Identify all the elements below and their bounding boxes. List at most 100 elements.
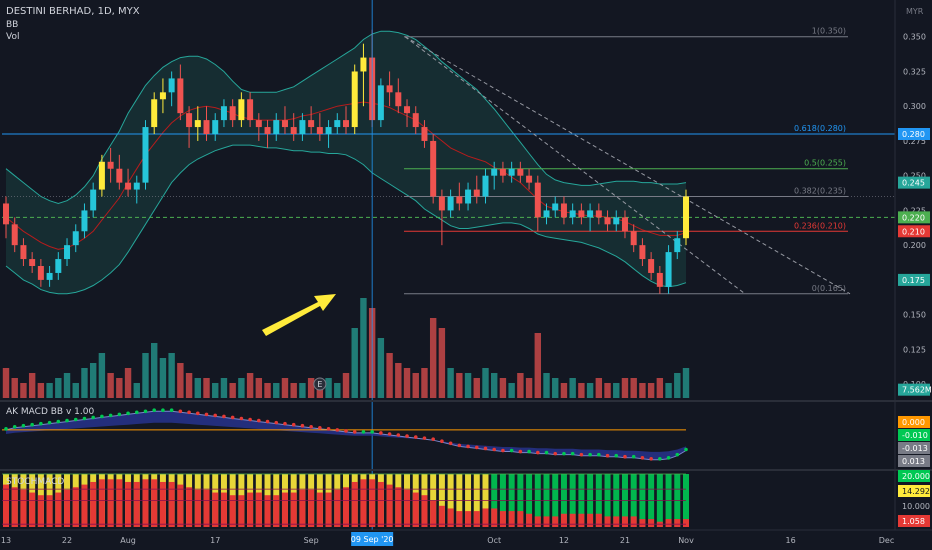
candle-body[interactable] — [98, 161, 105, 190]
candle-body[interactable] — [273, 120, 280, 134]
candle-body[interactable] — [220, 106, 227, 121]
price-pane[interactable]: 1(0.350) 0.618(0.280) 0.5(0.255) 0.382(0.23… — [2, 0, 895, 530]
candle-body[interactable] — [229, 106, 236, 121]
candle-body[interactable] — [194, 120, 201, 128]
candle-body[interactable] — [683, 196, 689, 239]
candle-body[interactable] — [203, 120, 210, 134]
volume-bar — [447, 368, 454, 398]
macd-dot — [431, 437, 435, 441]
candle-body[interactable] — [517, 168, 524, 176]
candle-body[interactable] — [151, 99, 158, 128]
annotation-arrow[interactable] — [262, 294, 336, 336]
candle-body[interactable] — [316, 127, 323, 134]
candle-body[interactable] — [116, 168, 123, 183]
macd-dot — [501, 448, 505, 453]
candle-body[interactable] — [290, 127, 297, 134]
candle-body[interactable] — [395, 92, 402, 107]
candle-body[interactable] — [465, 189, 472, 204]
candle-body[interactable] — [639, 245, 646, 260]
candle-body[interactable] — [334, 120, 341, 128]
candle-body[interactable] — [299, 120, 306, 134]
candle-body[interactable] — [665, 252, 672, 287]
stoch-bar — [168, 481, 175, 527]
candle-body[interactable] — [560, 203, 567, 218]
stoch-badge-label: 14.292 — [902, 487, 930, 496]
candle-body[interactable] — [482, 175, 489, 197]
candle-body[interactable] — [90, 189, 97, 211]
candle-body[interactable] — [543, 210, 550, 218]
candle-body[interactable] — [360, 57, 367, 72]
macd-pane[interactable] — [2, 408, 688, 461]
candle-body[interactable] — [656, 272, 663, 287]
candle-body[interactable] — [604, 217, 611, 225]
earnings-event-marker[interactable] — [313, 377, 327, 391]
candle-body[interactable] — [325, 127, 332, 134]
candle-body[interactable] — [569, 210, 576, 218]
candle-body[interactable] — [613, 217, 620, 225]
candle-body[interactable] — [438, 196, 445, 211]
trend-line-dashed[interactable] — [404, 36, 746, 295]
candle-body[interactable] — [534, 182, 541, 218]
candle-body[interactable] — [247, 99, 254, 121]
candle-body[interactable] — [343, 120, 349, 128]
candle-body[interactable] — [212, 120, 219, 134]
candle-body[interactable] — [386, 85, 393, 93]
candle-body[interactable] — [255, 120, 262, 128]
candle-body[interactable] — [595, 210, 602, 218]
candle-body[interactable] — [177, 78, 184, 114]
candle-body[interactable] — [587, 210, 594, 218]
macd-dot — [283, 421, 287, 426]
candle-body[interactable] — [499, 168, 506, 176]
candle-body[interactable] — [3, 203, 9, 225]
candle-body[interactable] — [508, 168, 515, 176]
candle-body[interactable] — [377, 85, 384, 121]
candle-body[interactable] — [46, 272, 53, 280]
candle-body[interactable] — [159, 92, 166, 100]
price-tick-label: 0.225 — [903, 206, 926, 215]
candle-body[interactable] — [447, 196, 454, 211]
candle-body[interactable] — [186, 113, 193, 128]
candle-body[interactable] — [648, 259, 655, 273]
stoch-pane[interactable] — [2, 473, 689, 527]
candle-body[interactable] — [552, 203, 559, 211]
candle-body[interactable] — [37, 266, 44, 280]
volume-bar — [674, 373, 681, 398]
candle-body[interactable] — [630, 231, 637, 246]
candle-body[interactable] — [308, 120, 315, 128]
candle-body[interactable] — [412, 113, 419, 128]
candle-body[interactable] — [20, 245, 27, 260]
volume-bar — [185, 373, 193, 398]
candle-body[interactable] — [456, 196, 463, 204]
candle-body[interactable] — [264, 127, 271, 134]
candle-body[interactable] — [674, 238, 681, 253]
candle-body[interactable] — [29, 259, 36, 266]
candle-body[interactable] — [238, 99, 245, 121]
candle-body[interactable] — [133, 182, 140, 190]
candle-body[interactable] — [351, 71, 358, 128]
candle-body[interactable] — [125, 182, 132, 190]
candle-body[interactable] — [421, 127, 428, 141]
candle-body[interactable] — [473, 189, 480, 197]
candle-body[interactable] — [491, 168, 498, 176]
candle-body[interactable] — [11, 224, 18, 246]
stoch-badge — [898, 485, 930, 497]
candle-body[interactable] — [142, 127, 149, 183]
volume-bar — [517, 373, 524, 398]
candle-body[interactable] — [404, 106, 411, 114]
candle-body[interactable] — [281, 120, 288, 128]
trend-line-dashed[interactable] — [404, 36, 851, 295]
stoch-bar — [595, 513, 602, 527]
candle-body[interactable] — [81, 210, 88, 232]
candle-body[interactable] — [578, 210, 585, 218]
candle-body[interactable] — [168, 78, 175, 93]
candle-body[interactable] — [55, 259, 62, 273]
candle-body[interactable] — [430, 140, 437, 197]
stoch-bar — [569, 513, 576, 527]
candle-body[interactable] — [64, 245, 71, 260]
candle-body[interactable] — [107, 161, 114, 169]
candle-body[interactable] — [72, 231, 79, 246]
candle-body[interactable] — [621, 217, 628, 232]
candle-body[interactable] — [526, 175, 533, 183]
macd-badge — [898, 416, 930, 428]
volume-bar — [107, 373, 114, 398]
